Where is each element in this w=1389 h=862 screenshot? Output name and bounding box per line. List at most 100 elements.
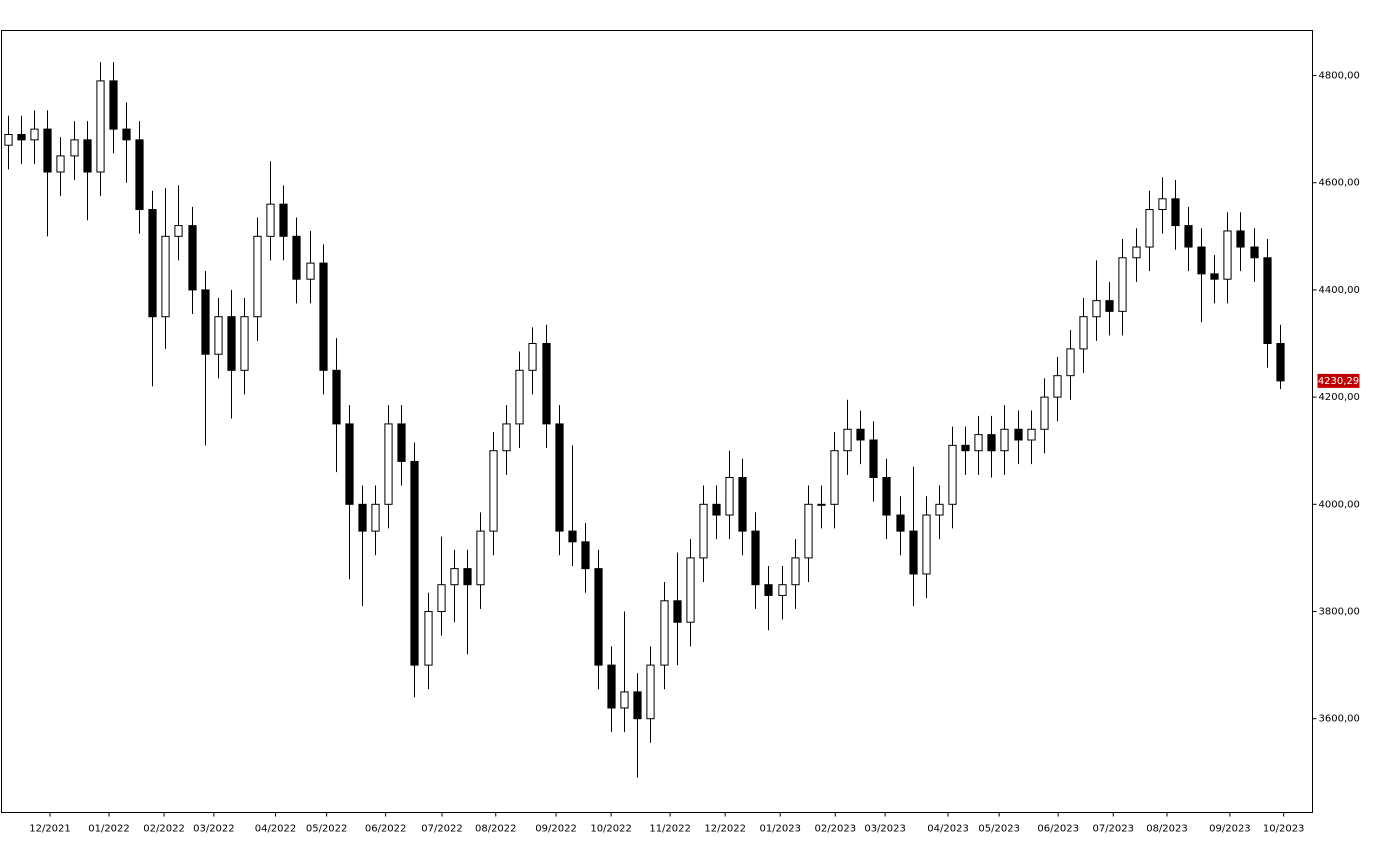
candle-body — [843, 428, 852, 452]
candle-body — [122, 128, 131, 141]
candle-body — [673, 600, 682, 623]
x-tick-label: 04/2022 — [255, 824, 297, 835]
candle-body — [817, 503, 826, 506]
candle-body — [751, 530, 760, 586]
candle-body — [581, 541, 590, 570]
x-tick-label: 09/2022 — [535, 824, 577, 835]
candle-body — [1197, 246, 1206, 275]
candle-body — [909, 530, 918, 575]
y-tick-label: 4200,00 — [1319, 392, 1360, 403]
candle-body — [987, 434, 996, 452]
candle-body — [804, 503, 813, 559]
candle-body — [1223, 230, 1232, 280]
candle-body — [869, 439, 878, 479]
candle-body — [279, 203, 288, 237]
candle-body — [830, 450, 839, 505]
candle-body — [1000, 428, 1009, 452]
candle-body — [1171, 198, 1180, 227]
candle-body — [240, 316, 249, 371]
candle-body — [1276, 343, 1285, 382]
candle-body — [568, 530, 577, 543]
candle-body — [1105, 300, 1114, 312]
candle-body — [1263, 257, 1272, 345]
candle-body — [43, 128, 52, 173]
candle-body — [528, 343, 537, 371]
candle-body — [489, 450, 498, 532]
candle-body — [1250, 246, 1259, 259]
candle-body — [1092, 300, 1101, 318]
candle-body — [253, 235, 262, 318]
x-tick-label: 04/2023 — [927, 824, 969, 835]
plot-frame — [1, 30, 1313, 813]
candle-body — [201, 289, 210, 355]
candle-body — [856, 428, 865, 441]
candle-body — [502, 423, 511, 452]
candle-body — [292, 235, 301, 280]
candle-body — [148, 209, 157, 318]
x-tick-label: 01/2023 — [759, 824, 801, 835]
candle-body — [227, 316, 236, 371]
candle-body — [1184, 225, 1193, 248]
x-tick-label: 06/2023 — [1037, 824, 1079, 835]
x-tick-label: 03/2023 — [864, 824, 906, 835]
y-tick-label: 3600,00 — [1319, 714, 1360, 725]
candle-body — [948, 444, 957, 505]
candle-body — [882, 477, 891, 516]
candle-body — [345, 423, 354, 505]
y-tick-label: 4400,00 — [1319, 285, 1360, 296]
candle-body — [109, 80, 118, 130]
candle-body — [646, 664, 655, 720]
candle-body — [319, 262, 328, 371]
candle-body — [607, 664, 616, 709]
candle-body — [778, 584, 787, 596]
candle-body — [764, 584, 773, 596]
candle-body — [594, 568, 603, 666]
candle-body — [397, 423, 406, 462]
x-tick-label: 10/2022 — [590, 824, 632, 835]
candle-body — [358, 503, 367, 532]
candle-body — [30, 128, 39, 141]
candle-body — [686, 557, 695, 623]
candle-body — [1236, 230, 1245, 248]
candle-body — [4, 133, 13, 146]
candle-body — [896, 514, 905, 532]
candle-body — [96, 80, 105, 173]
x-tick-label: 12/2021 — [29, 824, 71, 835]
candle-body — [1145, 209, 1154, 248]
candle-body — [555, 423, 564, 532]
y-tick-label: 4600,00 — [1319, 178, 1360, 189]
candle-body — [83, 139, 92, 173]
candle-body — [174, 225, 183, 237]
candle-body — [515, 369, 524, 425]
candle-body — [450, 568, 459, 586]
y-tick-label: 4000,00 — [1319, 499, 1360, 510]
x-tick-label: 07/2023 — [1092, 824, 1134, 835]
candle-body — [1014, 428, 1023, 441]
candle-body — [633, 691, 642, 720]
x-tick-label: 03/2022 — [193, 824, 235, 835]
candle-body — [699, 503, 708, 559]
candle-body — [410, 460, 419, 666]
candle-body — [437, 584, 446, 613]
candle-body — [961, 444, 970, 452]
x-tick-label: 11/2022 — [649, 824, 691, 835]
candle-body — [476, 530, 485, 586]
x-tick-label: 02/2022 — [143, 824, 185, 835]
candle-body — [1079, 316, 1088, 350]
candle-body — [935, 503, 944, 516]
y-tick-label: 4800,00 — [1319, 71, 1360, 82]
candle-body — [70, 139, 79, 157]
x-tick-label: 08/2023 — [1146, 824, 1188, 835]
candle-body — [56, 155, 65, 173]
x-tick-label: 05/2022 — [306, 824, 348, 835]
candle-body — [1053, 375, 1062, 398]
candle-body — [1132, 246, 1141, 259]
x-tick-label: 08/2022 — [475, 824, 517, 835]
candle-body — [306, 262, 315, 280]
candle-body — [725, 477, 734, 516]
y-tick-label: 3800,00 — [1319, 607, 1360, 618]
candle-body — [1066, 348, 1075, 377]
candle-body — [17, 133, 26, 141]
candle-body — [266, 203, 275, 237]
